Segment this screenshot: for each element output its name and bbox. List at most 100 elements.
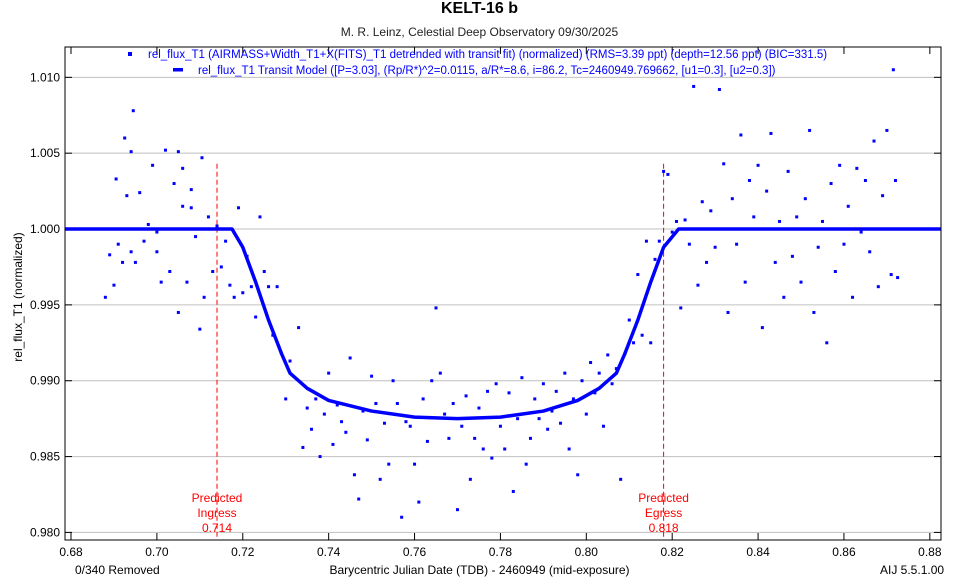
data-point: [215, 224, 219, 228]
data-point: [241, 291, 245, 295]
data-point: [589, 361, 593, 365]
data-point: [224, 239, 228, 243]
data-point: [498, 424, 502, 428]
data-point: [185, 280, 189, 284]
predicted-value-label: 0.714: [202, 521, 232, 535]
data-point: [464, 394, 468, 398]
data-point: [786, 169, 790, 173]
x-tick-label: 0.74: [317, 545, 341, 559]
data-point: [123, 136, 127, 140]
data-point: [181, 204, 185, 208]
data-point: [159, 280, 163, 284]
data-point: [155, 250, 159, 254]
data-point: [516, 417, 520, 421]
data-point: [189, 206, 193, 210]
data-point: [378, 477, 382, 481]
data-point: [636, 273, 640, 277]
data-point: [301, 445, 305, 449]
data-point: [683, 218, 687, 222]
data-point: [309, 427, 313, 431]
data-point: [614, 367, 618, 371]
data-point: [653, 257, 657, 261]
x-tick-label: 0.70: [145, 545, 169, 559]
data-point: [872, 139, 876, 143]
predicted-label: Predicted: [638, 491, 689, 505]
data-point: [541, 382, 545, 386]
y-tick-label: 0.980: [30, 525, 60, 539]
x-tick-label: 0.86: [832, 545, 856, 559]
data-point: [657, 239, 661, 243]
data-point: [722, 162, 726, 166]
data-point: [112, 283, 116, 287]
data-point: [249, 285, 253, 289]
data-point: [674, 219, 678, 223]
data-point: [155, 230, 159, 234]
predicted-label: Egress: [645, 506, 682, 520]
data-point: [163, 148, 167, 152]
data-point: [331, 442, 335, 446]
data-point: [211, 270, 215, 274]
data-point: [760, 326, 764, 330]
data-point: [687, 242, 691, 246]
data-point: [361, 409, 365, 413]
data-point: [284, 397, 288, 401]
data-point: [829, 182, 833, 186]
data-point: [528, 436, 532, 440]
data-point: [891, 68, 895, 72]
data-point: [778, 219, 782, 223]
data-point: [395, 401, 399, 405]
data-point: [125, 194, 129, 198]
transit-model-line: [65, 227, 941, 421]
data-point: [730, 197, 734, 201]
data-point: [129, 150, 133, 154]
data-point: [790, 254, 794, 258]
x-tick-label: 0.82: [661, 545, 685, 559]
data-point: [176, 150, 180, 154]
data-point: [434, 306, 438, 310]
data-point: [576, 473, 580, 477]
data-point: [219, 265, 223, 269]
data-point: [348, 356, 352, 360]
data-point: [258, 215, 262, 219]
data-point: [825, 341, 829, 345]
data-point: [228, 283, 232, 287]
data-point: [318, 455, 322, 459]
version-label: AIJ 5.5.1.00: [880, 563, 945, 577]
x-axis-label: Barycentric Julian Date (TDB) - 2460949 …: [329, 563, 630, 577]
data-point: [352, 473, 356, 477]
data-point: [116, 242, 120, 246]
data-point: [670, 230, 674, 234]
data-point: [374, 401, 378, 405]
data-point: [679, 306, 683, 310]
data-point: [421, 397, 425, 401]
data-point: [855, 166, 859, 170]
data-point: [838, 163, 842, 167]
data-point: [726, 310, 730, 314]
data-point: [344, 430, 348, 434]
data-point: [812, 310, 816, 314]
data-point: [400, 515, 404, 519]
predicted-value-label: 0.818: [649, 521, 679, 535]
data-point: [189, 188, 193, 192]
data-point: [382, 421, 386, 425]
data-point: [305, 406, 309, 410]
data-point: [477, 406, 481, 410]
data-point: [387, 462, 391, 466]
data-point: [133, 260, 137, 264]
data-point: [859, 230, 863, 234]
data-point: [481, 447, 485, 451]
y-tick-label: 0.990: [30, 374, 60, 388]
data-point: [520, 376, 524, 380]
data-point: [194, 235, 198, 239]
data-point: [486, 389, 490, 393]
legend-entry-data: rel_flux_T1 (AIRMASS+Width_T1+X(FITS)_T1…: [148, 49, 827, 61]
data-point: [863, 178, 867, 182]
data-point: [700, 200, 704, 204]
x-tick-label: 0.80: [575, 545, 599, 559]
data-point: [662, 169, 666, 173]
data-point: [524, 462, 528, 466]
predicted-label: Predicted: [192, 491, 243, 505]
data-point: [554, 389, 558, 393]
data-point: [537, 417, 541, 421]
